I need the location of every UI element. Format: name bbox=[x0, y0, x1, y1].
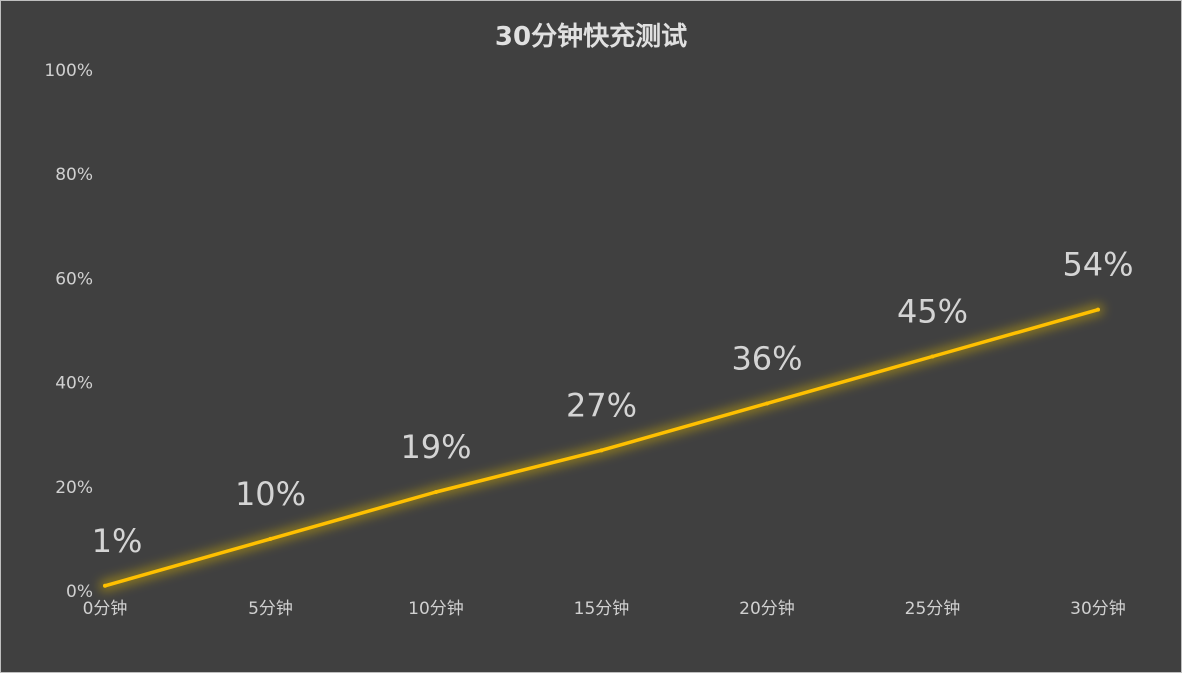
x-tick-label: 25分钟 bbox=[905, 599, 961, 619]
x-tick-label: 5分钟 bbox=[248, 599, 293, 619]
data-label: 36% bbox=[731, 339, 802, 377]
data-point bbox=[1096, 307, 1100, 312]
chart-title: 30分钟快充测试 bbox=[495, 21, 687, 52]
data-label: 10% bbox=[235, 475, 306, 513]
y-tick-label: 40% bbox=[55, 374, 93, 394]
x-tick-label: 15分钟 bbox=[574, 599, 630, 619]
y-tick-label: 80% bbox=[55, 165, 93, 185]
y-tick-label: 20% bbox=[55, 478, 93, 498]
y-axis: 0% 20% 40% 60% 80% 100% bbox=[44, 61, 93, 602]
data-label: 1% bbox=[92, 522, 143, 560]
series-layer bbox=[99, 303, 1104, 592]
data-point bbox=[599, 448, 604, 453]
x-axis: 0分钟 5分钟 10分钟 15分钟 20分钟 25分钟 30分钟 bbox=[83, 599, 1126, 619]
data-label: 45% bbox=[897, 293, 968, 331]
data-labels: 1% 10% 19% 27% 36% 45% 54% bbox=[92, 246, 1134, 560]
y-tick-label: 100% bbox=[44, 61, 93, 81]
data-label: 54% bbox=[1062, 246, 1133, 284]
data-point bbox=[765, 401, 769, 406]
data-label: 19% bbox=[400, 428, 471, 466]
x-tick-label: 20分钟 bbox=[739, 599, 795, 619]
data-point bbox=[268, 536, 273, 541]
y-tick-label: 60% bbox=[55, 269, 93, 289]
data-label: 27% bbox=[566, 386, 637, 424]
data-point bbox=[434, 490, 438, 495]
x-tick-label: 30分钟 bbox=[1070, 599, 1126, 619]
x-tick-label: 10分钟 bbox=[408, 599, 464, 619]
x-tick-label: 0分钟 bbox=[83, 599, 128, 619]
data-point bbox=[103, 583, 107, 588]
data-point bbox=[930, 354, 935, 359]
y-tick-label: 0% bbox=[66, 582, 93, 602]
